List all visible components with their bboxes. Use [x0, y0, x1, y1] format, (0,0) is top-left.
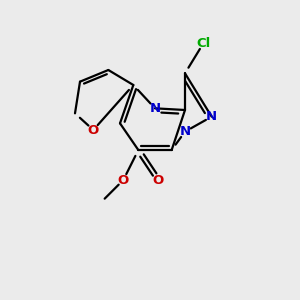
Text: Cl: Cl [196, 37, 211, 50]
Text: O: O [118, 173, 129, 187]
Text: N: N [149, 102, 161, 115]
Text: O: O [88, 124, 99, 136]
Text: N: N [206, 110, 217, 123]
Text: O: O [153, 173, 164, 187]
Text: N: N [179, 125, 191, 138]
